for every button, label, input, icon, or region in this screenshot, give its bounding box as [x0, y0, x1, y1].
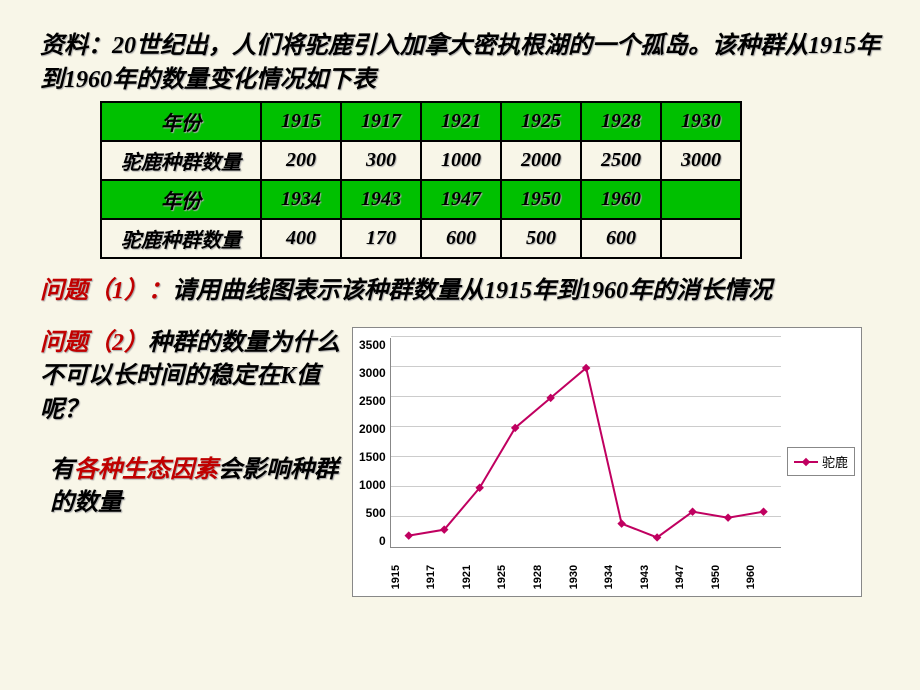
xtick: 1928 [532, 550, 568, 589]
xtick: 1960 [745, 550, 781, 589]
ytick: 3500 [359, 338, 386, 352]
table-cell: 3000 [661, 141, 741, 180]
table-cell: 1000 [421, 141, 501, 180]
ytick: 500 [366, 506, 386, 520]
answer-text: 有各种生态因素会影响种群的数量 [40, 454, 340, 521]
table-cell: 500 [501, 219, 581, 258]
table-cell: 200 [261, 141, 341, 180]
table-cell: 1930 [661, 102, 741, 141]
q1-label: 问题（1）： [40, 278, 172, 304]
plot-area [390, 338, 781, 549]
table-cell [661, 180, 741, 219]
table-cell: 600 [581, 219, 661, 258]
table-cell: 1915 [261, 102, 341, 141]
table-cell: 1925 [501, 102, 581, 141]
question-2: 问题（2）种群的数量为什么不可以长时间的稳定在K值呢？ [40, 327, 340, 428]
xtick: 1930 [568, 550, 604, 589]
legend-marker-icon [794, 461, 818, 463]
table-cell: 1921 [421, 102, 501, 141]
intro-text: 资料：20世纪出，人们将驼鹿引入加拿大密执根湖的一个孤岛。该种群从1915年到1… [40, 30, 880, 97]
xtick: 1943 [639, 550, 675, 589]
chart-legend: 驼鹿 [787, 447, 855, 476]
ytick: 1500 [359, 450, 386, 464]
table-cell: 1928 [581, 102, 661, 141]
table-cell: 300 [341, 141, 421, 180]
table-r1-label: 年份 [101, 102, 261, 141]
ytick: 3000 [359, 366, 386, 380]
answer-highlight: 各种生态因素 [74, 457, 218, 483]
table-cell: 1917 [341, 102, 421, 141]
table-cell: 2500 [581, 141, 661, 180]
table-cell: 170 [341, 219, 421, 258]
xtick: 1921 [461, 550, 497, 589]
y-axis: 3500 3000 2500 2000 1500 1000 500 0 [359, 338, 390, 548]
table-cell: 1943 [341, 180, 421, 219]
ytick: 0 [379, 534, 386, 548]
table-cell: 1934 [261, 180, 341, 219]
table-r4-label: 驼鹿种群数量 [101, 219, 261, 258]
xtick: 1925 [496, 550, 532, 589]
table-cell: 1960 [581, 180, 661, 219]
table-r3-label: 年份 [101, 180, 261, 219]
xtick: 1947 [674, 550, 710, 589]
xtick: 1934 [603, 550, 639, 589]
xtick: 1917 [425, 550, 461, 589]
question-1: 问题（1）：请用曲线图表示该种群数量从1915年到1960年的消长情况 [40, 275, 880, 309]
xtick: 1950 [710, 550, 746, 589]
legend-label: 驼鹿 [822, 452, 848, 471]
data-table: 年份 1915 1917 1921 1925 1928 1930 驼鹿种群数量 … [100, 101, 742, 259]
x-axis: 1915191719211925192819301934194319471950… [390, 550, 781, 589]
xtick: 1915 [390, 550, 426, 589]
q1-text: 请用曲线图表示该种群数量从1915年到1960年的消长情况 [172, 278, 772, 304]
line-chart: 3500 3000 2500 2000 1500 1000 500 0 1915… [352, 327, 862, 597]
table-cell: 1947 [421, 180, 501, 219]
table-cell: 2000 [501, 141, 581, 180]
table-r2-label: 驼鹿种群数量 [101, 141, 261, 180]
table-cell: 600 [421, 219, 501, 258]
q2-label: 问题（2） [40, 330, 148, 356]
ytick: 2500 [359, 394, 386, 408]
ytick: 1000 [359, 478, 386, 492]
table-cell: 400 [261, 219, 341, 258]
ytick: 2000 [359, 422, 386, 436]
answer-pre: 有 [50, 457, 74, 483]
table-cell: 1950 [501, 180, 581, 219]
table-cell [661, 219, 741, 258]
